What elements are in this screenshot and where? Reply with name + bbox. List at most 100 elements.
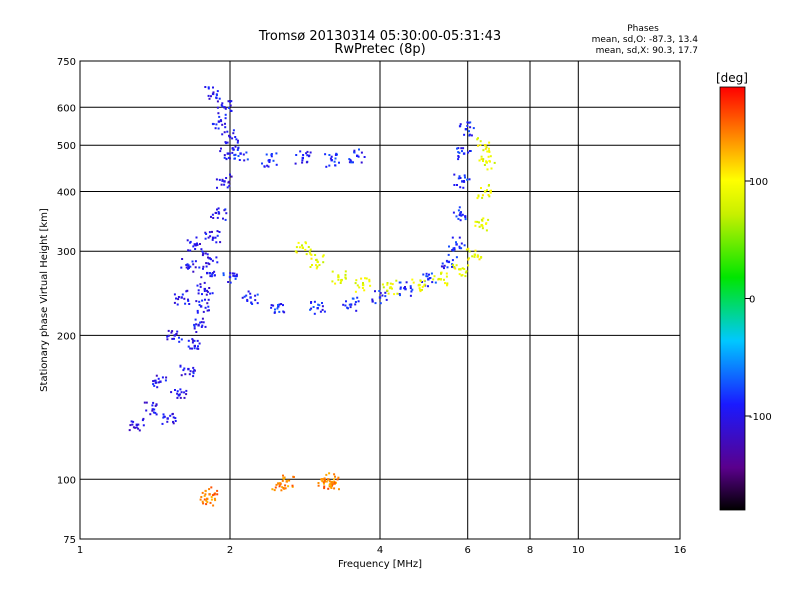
data-point — [439, 278, 443, 281]
data-point — [243, 159, 246, 162]
data-point — [287, 485, 290, 488]
data-point — [321, 305, 324, 308]
data-point — [453, 248, 456, 251]
data-point — [279, 482, 282, 485]
data-point — [210, 275, 213, 278]
data-point — [215, 96, 218, 99]
data-point — [386, 282, 389, 284]
data-point — [205, 293, 208, 296]
data-point — [295, 251, 298, 254]
data-point — [191, 341, 194, 344]
data-point — [473, 255, 476, 258]
data-point — [230, 175, 233, 178]
data-point — [232, 129, 235, 132]
x-axis-label: Frequency [MHz] — [338, 559, 422, 570]
data-point — [354, 303, 357, 306]
data-point — [340, 280, 343, 282]
data-point — [393, 293, 396, 296]
data-point — [157, 381, 160, 384]
data-point — [328, 480, 331, 483]
data-point — [164, 379, 167, 382]
data-point — [361, 283, 365, 287]
data-point — [128, 429, 131, 432]
data-point — [309, 266, 312, 268]
data-point — [294, 162, 297, 165]
data-point — [481, 196, 484, 199]
data-point — [337, 274, 340, 277]
data-point — [378, 290, 381, 292]
data-point — [350, 160, 353, 163]
data-point — [203, 290, 206, 292]
data-point — [322, 261, 325, 264]
data-point — [230, 100, 233, 103]
data-point — [202, 502, 205, 505]
data-point — [209, 235, 212, 238]
data-point — [192, 366, 195, 369]
data-point — [485, 229, 488, 232]
data-point — [163, 415, 166, 418]
data-point — [204, 231, 207, 234]
data-point — [284, 487, 287, 490]
data-point — [334, 475, 336, 478]
data-point — [458, 151, 461, 154]
data-point — [354, 301, 357, 303]
data-point — [272, 304, 275, 307]
data-point — [199, 283, 202, 286]
data-point — [459, 212, 462, 215]
data-point — [129, 424, 132, 427]
data-point — [167, 334, 170, 337]
data-point — [173, 293, 176, 296]
x-tick-label: 16 — [674, 545, 687, 556]
data-point — [315, 259, 318, 261]
data-point — [386, 283, 389, 286]
data-point — [456, 184, 458, 186]
data-point — [455, 243, 458, 246]
data-point — [209, 501, 212, 504]
data-point — [282, 304, 284, 307]
data-point — [288, 479, 291, 482]
data-point — [455, 264, 458, 267]
data-point — [267, 159, 270, 162]
data-point — [321, 308, 324, 311]
data-point — [330, 482, 333, 485]
data-point — [208, 493, 211, 496]
data-point — [137, 423, 140, 426]
data-point — [204, 86, 207, 88]
data-point — [386, 289, 389, 292]
data-point — [216, 208, 218, 211]
data-point — [354, 282, 357, 285]
data-point — [301, 244, 303, 247]
data-point — [447, 253, 450, 256]
data-point — [185, 264, 188, 266]
data-point — [419, 288, 422, 291]
data-point — [301, 246, 304, 249]
data-point — [182, 369, 185, 372]
data-point — [224, 113, 227, 116]
data-point — [225, 158, 228, 161]
data-point — [360, 151, 363, 154]
data-point — [342, 303, 345, 306]
data-point — [468, 178, 471, 181]
data-point — [429, 277, 432, 279]
data-point — [272, 159, 275, 162]
data-point — [216, 90, 219, 93]
data-point — [216, 100, 219, 103]
data-point — [220, 183, 223, 186]
data-point — [186, 239, 189, 242]
data-point — [330, 480, 333, 483]
data-point — [229, 109, 232, 112]
data-point — [329, 482, 332, 485]
y-axis-label: Stationary phase Virtual Height [km] — [39, 208, 50, 392]
data-point — [187, 367, 190, 371]
data-point — [223, 154, 226, 157]
data-point — [188, 373, 191, 376]
data-point — [318, 264, 321, 266]
data-point — [134, 426, 137, 429]
data-point — [234, 153, 237, 156]
colorbar-tick-label: 100 — [749, 177, 768, 188]
data-point — [202, 267, 204, 270]
data-point — [404, 287, 407, 291]
data-point — [478, 225, 481, 228]
data-point — [216, 261, 219, 264]
